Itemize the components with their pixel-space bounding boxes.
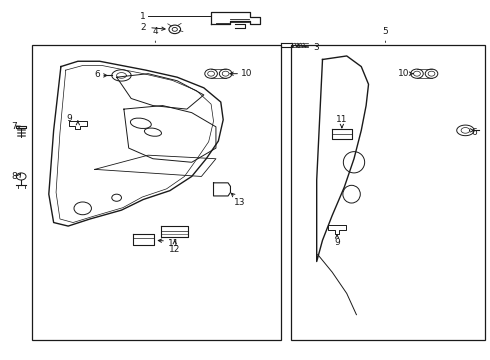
Text: 6: 6 (472, 128, 477, 137)
Text: 3: 3 (313, 42, 318, 51)
Text: 8: 8 (12, 172, 17, 181)
Text: 11: 11 (336, 115, 347, 124)
Text: 10: 10 (241, 69, 253, 78)
Bar (32, 45, 281, 339)
Text: 9: 9 (66, 114, 72, 123)
Text: 10: 10 (398, 69, 410, 78)
Text: 13: 13 (234, 198, 246, 207)
Text: 11: 11 (168, 239, 179, 248)
Bar (291, 45, 485, 339)
Text: 1: 1 (140, 12, 146, 21)
Text: 5: 5 (383, 27, 389, 36)
Text: 2: 2 (140, 23, 146, 32)
Text: 9: 9 (334, 238, 340, 247)
Text: 7: 7 (12, 122, 17, 131)
Text: 4: 4 (152, 27, 158, 36)
Text: 6: 6 (94, 70, 99, 79)
Text: 12: 12 (169, 244, 180, 253)
